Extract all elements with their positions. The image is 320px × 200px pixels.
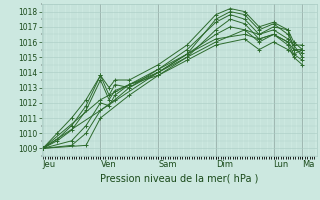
X-axis label: Pression niveau de la mer( hPa ): Pression niveau de la mer( hPa ): [100, 173, 258, 183]
